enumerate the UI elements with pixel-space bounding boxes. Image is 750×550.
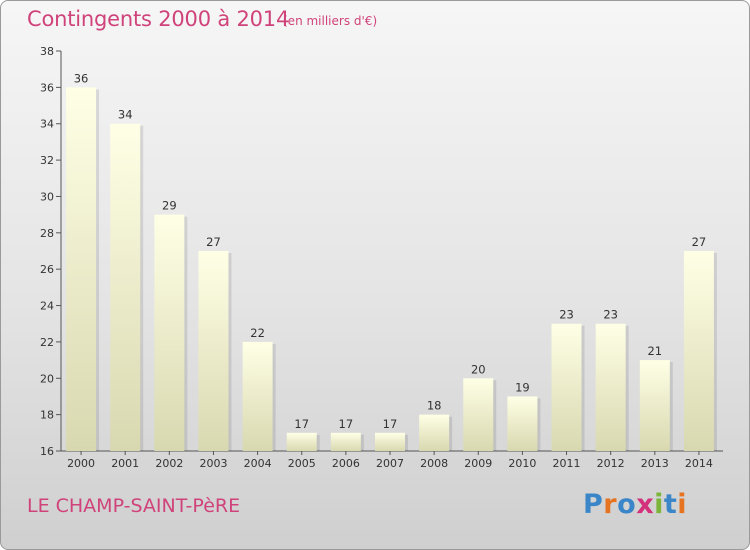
x-tick-label: 2013 bbox=[641, 457, 669, 470]
logo-letter: o bbox=[617, 489, 637, 520]
bar bbox=[639, 360, 670, 451]
logo-letter: t bbox=[663, 489, 678, 520]
x-tick-label: 2014 bbox=[685, 457, 713, 470]
x-tick-label: 2008 bbox=[420, 457, 448, 470]
data-label: 27 bbox=[692, 235, 707, 249]
x-tick-label: 2007 bbox=[376, 457, 404, 470]
data-label: 23 bbox=[603, 308, 618, 322]
y-tick-label: 16 bbox=[40, 445, 54, 458]
x-tick-label: 2003 bbox=[199, 457, 227, 470]
y-tick-label: 22 bbox=[40, 336, 54, 349]
data-label: 21 bbox=[647, 344, 662, 358]
data-label: 18 bbox=[427, 399, 442, 413]
logo-letter: i bbox=[677, 489, 688, 520]
x-axis: 2000 2001 2002 2003 2004 2005 2006 2007 2008 2009… bbox=[61, 450, 723, 470]
bar bbox=[66, 87, 97, 451]
bars: 36 34 29 27 22 17 17 17 18 20 19 23 23 21 27 bbox=[66, 71, 717, 452]
data-label: 22 bbox=[250, 326, 265, 340]
bar bbox=[110, 123, 141, 452]
data-label: 29 bbox=[162, 199, 177, 213]
logo-letter: r bbox=[603, 489, 618, 520]
bar bbox=[595, 323, 626, 451]
x-tick-label: 2000 bbox=[67, 457, 95, 470]
x-tick-label: 2011 bbox=[553, 457, 581, 470]
y-tick-label: 30 bbox=[40, 190, 54, 203]
y-tick-label: 24 bbox=[40, 300, 54, 313]
bar bbox=[375, 432, 405, 451]
x-tick-label: 2002 bbox=[155, 457, 183, 470]
data-label: 17 bbox=[383, 417, 398, 431]
y-tick-label: 38 bbox=[40, 45, 54, 58]
data-label: 34 bbox=[118, 108, 133, 122]
y-tick-label: 32 bbox=[40, 154, 54, 167]
logo-letter: P bbox=[583, 489, 604, 520]
x-tick-label: 2009 bbox=[464, 457, 492, 470]
y-tick-label: 36 bbox=[40, 81, 54, 94]
bar bbox=[242, 341, 273, 451]
bar bbox=[198, 251, 229, 451]
data-label: 20 bbox=[471, 362, 486, 376]
proxiti-logo: Proxiti bbox=[583, 489, 687, 520]
x-tick-label: 2006 bbox=[332, 457, 360, 470]
x-tick-label: 2001 bbox=[111, 457, 139, 470]
bar bbox=[507, 396, 538, 451]
data-label: 23 bbox=[559, 308, 574, 322]
bar bbox=[683, 251, 714, 451]
y-axis: 16 18 20 22 24 26 28 30 32 34 36 38 bbox=[40, 45, 62, 458]
y-tick-label: 26 bbox=[40, 263, 54, 276]
x-tick-label: 2004 bbox=[244, 457, 272, 470]
x-tick-label: 2012 bbox=[597, 457, 625, 470]
chart-subtitle: (en milliers d'€) bbox=[283, 14, 378, 28]
logo-letter: x bbox=[636, 489, 655, 520]
y-tick-label: 28 bbox=[40, 227, 54, 240]
bar bbox=[154, 214, 185, 451]
data-label: 27 bbox=[206, 235, 221, 249]
bar bbox=[330, 432, 361, 451]
commune-name: LE CHAMP-SAINT-PèRE bbox=[27, 495, 241, 517]
y-tick-label: 20 bbox=[40, 372, 54, 385]
y-tick-label: 18 bbox=[40, 409, 54, 422]
bar bbox=[419, 414, 450, 451]
data-label: 36 bbox=[74, 71, 89, 85]
bar bbox=[463, 378, 494, 451]
bar bbox=[286, 432, 317, 451]
data-label: 19 bbox=[515, 380, 530, 394]
y-tick-label: 34 bbox=[40, 118, 54, 131]
logo-letter: i bbox=[654, 489, 664, 520]
data-label: 17 bbox=[339, 417, 354, 431]
x-tick-label: 2010 bbox=[508, 457, 536, 470]
chart-title: Contingents 2000 à 2014 bbox=[27, 7, 290, 31]
data-label: 17 bbox=[294, 417, 309, 431]
bar bbox=[551, 323, 582, 451]
x-tick-label: 2005 bbox=[288, 457, 316, 470]
